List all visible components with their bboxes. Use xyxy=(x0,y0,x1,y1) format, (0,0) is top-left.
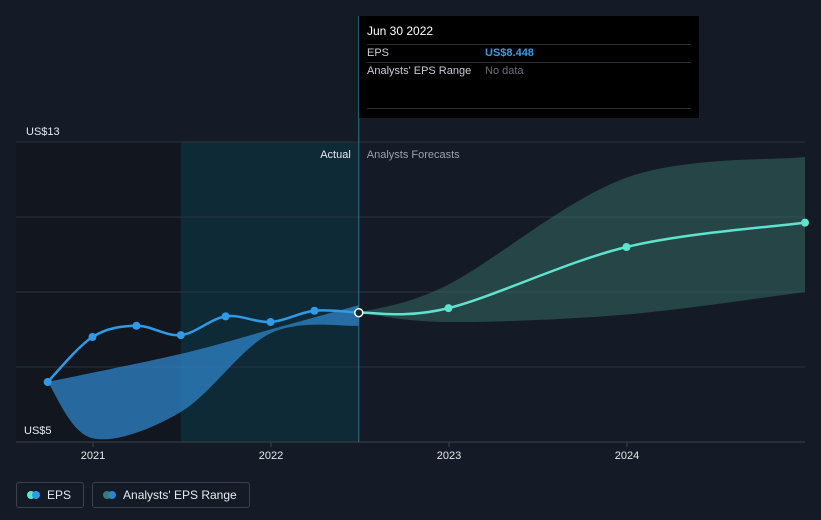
eps-point xyxy=(43,378,52,386)
tooltip-row-eps: EPS US$8.448 xyxy=(367,44,691,62)
highlighted-eps-point xyxy=(354,307,364,318)
eps-forecast-point xyxy=(444,304,453,313)
legend-item-eps-range[interactable]: Analysts' EPS Range xyxy=(92,482,250,508)
x-tick-label: 2023 xyxy=(437,450,461,462)
tooltip-range-value: No data xyxy=(485,65,524,77)
tooltip-range-key: Analysts' EPS Range xyxy=(367,65,472,77)
tooltip-date: Jun 30 2022 xyxy=(367,24,434,38)
legend-label-eps: EPS xyxy=(47,488,72,502)
eps-point xyxy=(310,306,319,315)
tooltip-eps-key: EPS xyxy=(367,47,390,59)
eps-forecast-line xyxy=(358,221,806,316)
x-tick-label: 2021 xyxy=(81,450,105,462)
legend-dot xyxy=(108,491,117,499)
analysts-forecasts-label: Analysts Forecasts xyxy=(367,149,460,161)
legend-dot xyxy=(32,491,40,499)
eps-forecast-point xyxy=(622,243,631,251)
eps-forecast-point xyxy=(801,218,809,227)
eps-point xyxy=(88,333,97,341)
eps-range-legend-icon xyxy=(103,491,117,499)
y-axis-bottom-label: US$5 xyxy=(24,425,52,437)
eps-point xyxy=(266,318,275,326)
eps-legend-icon xyxy=(27,491,40,499)
eps-point xyxy=(176,331,185,340)
y-axis-top-label: US$13 xyxy=(26,126,60,138)
tooltip-eps-value: US$8.448 xyxy=(485,47,534,59)
legend-item-eps[interactable]: EPS xyxy=(16,482,85,508)
legend-label-eps-range: Analysts' EPS Range xyxy=(123,488,237,502)
eps-point xyxy=(221,312,230,321)
eps-point xyxy=(132,321,141,330)
forecast-eps-range-area xyxy=(358,157,805,323)
legend-dot xyxy=(103,491,112,499)
x-tick-label: 2024 xyxy=(615,450,639,462)
tooltip-row-range: Analysts' EPS Range No data xyxy=(367,62,691,80)
actual-label: Actual xyxy=(320,149,351,161)
tooltip-panel: Jun 30 2022 EPS US$8.448 Analysts' EPS R… xyxy=(359,16,699,118)
legend-dot xyxy=(27,491,35,499)
past-eps-range-area xyxy=(47,305,359,440)
x-tick-label: 2022 xyxy=(259,450,283,462)
legend: EPS Analysts' EPS Range xyxy=(16,482,250,508)
tooltip-divider xyxy=(367,108,691,109)
